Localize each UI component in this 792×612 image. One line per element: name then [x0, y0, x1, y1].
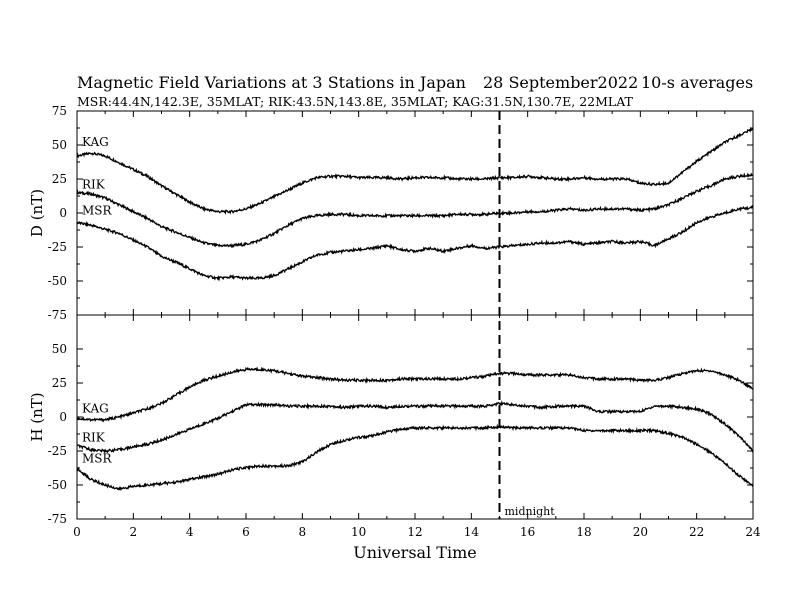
x-tick-label: 10	[351, 525, 366, 539]
y-tick-label: 25	[52, 376, 67, 390]
x-tick-label: 16	[520, 525, 535, 539]
x-tick-label: 24	[745, 525, 761, 539]
station-coordinates: MSR:44.4N,142.3E, 35MLAT; RIK:43.5N,143.…	[77, 94, 634, 109]
x-tick-label: 6	[242, 525, 250, 539]
d-component-panel: 75 50 25 0 -25 -50 -75 D (nT) KAG RIK MSR	[28, 104, 754, 322]
series-label-kag: KAG	[82, 135, 109, 149]
series-label-rik: RIK	[82, 431, 106, 445]
series-line-kag	[76, 127, 754, 216]
y-tick-label: 50	[52, 342, 67, 356]
y-tick-label: 0	[59, 206, 67, 220]
panel-frame-1	[76, 314, 754, 520]
chart-date: 28 September2022	[483, 73, 638, 92]
series-line-msr	[76, 423, 754, 492]
x-axis-label: Universal Time	[353, 543, 476, 562]
y-tick-label: -25	[48, 240, 67, 254]
y-axis-label: H (nT)	[28, 392, 46, 441]
x-tick-label: 8	[299, 525, 307, 539]
series-label-msr: MSR	[82, 204, 113, 218]
x-tick-label: 0	[73, 525, 81, 539]
y-tick-label: -75	[48, 308, 67, 322]
x-tick-label: 14	[464, 525, 480, 539]
y-tick-label: 75	[52, 104, 67, 118]
x-tick-label: 18	[576, 525, 591, 539]
series-label-kag: KAG	[82, 401, 109, 415]
series-line-kag	[76, 366, 754, 423]
y-tick-label: 50	[52, 138, 67, 152]
x-tick-label: 20	[633, 525, 648, 539]
y-tick-label: -50	[48, 478, 67, 492]
y-tick-label: -25	[48, 444, 67, 458]
series-line-msr	[76, 204, 754, 282]
chart-title: Magnetic Field Variations at 3 Stations …	[77, 73, 466, 92]
panel-frame-0	[76, 110, 754, 316]
midnight-label: midnight	[505, 505, 556, 518]
y-tick-label: -50	[48, 274, 67, 288]
x-tick-label: 4	[186, 525, 194, 539]
x-tick-label: 22	[689, 525, 704, 539]
chart-averaging: 10-s averages	[641, 73, 753, 92]
series-label-rik: RIK	[82, 178, 106, 192]
series-line-rik	[76, 172, 753, 249]
series-label-msr: MSR	[82, 452, 113, 466]
y-tick-label: 0	[59, 410, 67, 424]
y-tick-label: 25	[52, 172, 67, 186]
series-line-rik	[76, 400, 754, 454]
x-tick-label: 12	[407, 525, 422, 539]
y-axis-label: D (nT)	[28, 189, 46, 237]
x-tick-label: 2	[130, 525, 138, 539]
y-tick-label: -75	[48, 512, 67, 526]
